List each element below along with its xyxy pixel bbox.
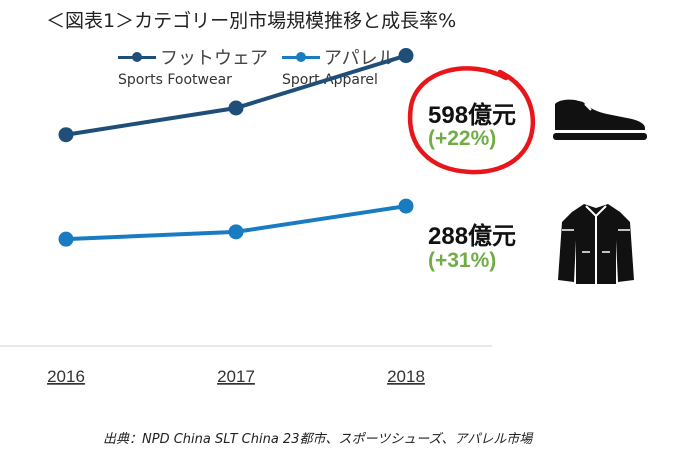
data-point-0-2016 [58, 127, 74, 143]
legend-label-footwear: フットウェア [160, 48, 268, 69]
x-tick-label-2018: 2018 [387, 367, 425, 386]
x-tick-label-2016: 2016 [47, 367, 85, 386]
data-point-1-2017 [228, 224, 244, 240]
chart-title: ＜図表1＞カテゴリー別市場規模推移と成長率% [46, 10, 457, 32]
end-label-apparel: 288億元 [428, 223, 517, 250]
data-point-1-2016 [58, 231, 74, 247]
growth-label-apparel: (+31%) [428, 249, 497, 272]
legend-swatch-apparel [282, 51, 320, 62]
legend-sublabel-footwear: Sports Footwear [118, 72, 232, 88]
legend-entry-footwear: フットウェア Sports Footwear [118, 44, 268, 88]
x-tick-label-2017: 2017 [217, 367, 255, 386]
data-point-0-2017 [228, 100, 244, 116]
highlight-circle [407, 66, 536, 175]
sneaker-icon [553, 99, 647, 140]
data-point-0-2018 [398, 48, 414, 64]
growth-label-footwear: (+22%) [428, 127, 497, 150]
data-point-1-2018 [398, 198, 414, 214]
legend-swatch-footwear [118, 51, 156, 62]
end-label-footwear: 598億元 [428, 102, 517, 129]
source-note: 出典：NPD China SLT China 23都市、スポーツシューズ、アパレ… [103, 432, 533, 447]
series-line-0 [65, 53, 407, 137]
jacket-icon [558, 204, 634, 284]
